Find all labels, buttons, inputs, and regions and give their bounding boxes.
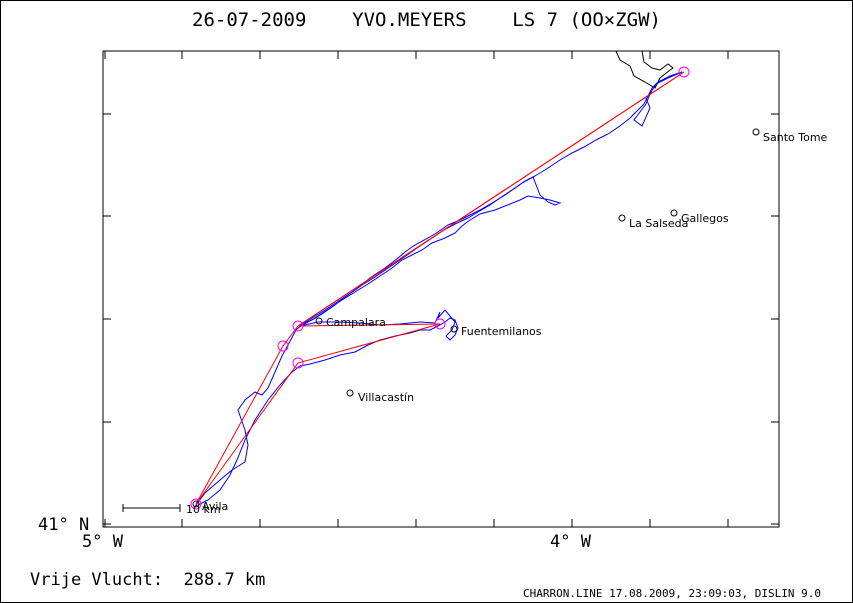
place-label: Fuentemilanos xyxy=(461,325,542,338)
x-axis-tick-label-west-5: 5° W xyxy=(82,532,123,552)
circle-marker-icon xyxy=(618,214,626,222)
region-boundary xyxy=(615,50,674,89)
flight-title: 26-07-2009 YVO.MEYERS LS 7 (OO×ZGW) xyxy=(192,9,661,31)
place-villacastin: Villacastín xyxy=(346,389,414,404)
plot-border xyxy=(102,50,780,528)
circle-marker-icon xyxy=(315,317,323,325)
circle-marker-icon xyxy=(346,389,354,397)
place-gallegos: Gallegos xyxy=(670,209,729,225)
flight-track xyxy=(195,176,562,506)
place-fuentemilanos: Fuentemilanos xyxy=(450,325,542,338)
y-axis-tick-label: 41° N xyxy=(38,515,90,535)
circle-marker-icon xyxy=(450,325,458,333)
circle-marker-icon xyxy=(670,209,678,217)
place-avila: Avila xyxy=(192,500,228,513)
distance-readout: Vrije Vlucht: 288.7 km xyxy=(30,570,266,590)
place-campalara: Campalara xyxy=(315,316,386,329)
software-credit: CHARRON.LINE 17.08.2009, 23:09:03, DISLI… xyxy=(522,587,821,600)
flight-track-upper xyxy=(299,71,683,327)
x-axis-tick-label-west-4: 4° W xyxy=(550,532,591,552)
circle-marker-icon xyxy=(752,128,760,136)
place-label: Villacastín xyxy=(358,391,414,404)
place-santo-tome: Santo Tome xyxy=(752,128,828,144)
task-lines xyxy=(195,71,685,505)
place-la-salseda: La Salseda xyxy=(618,214,688,230)
place-label: Avila xyxy=(202,500,228,513)
scale-bar xyxy=(122,504,181,512)
place-label: Gallegos xyxy=(681,212,729,225)
place-label: La Salseda xyxy=(629,217,688,230)
place-label: Campalara xyxy=(326,316,386,329)
place-label: Santo Tome xyxy=(763,131,828,144)
circle-marker-icon xyxy=(192,500,200,508)
turnpoint-markers xyxy=(190,66,690,510)
axis-ticks xyxy=(103,51,779,527)
